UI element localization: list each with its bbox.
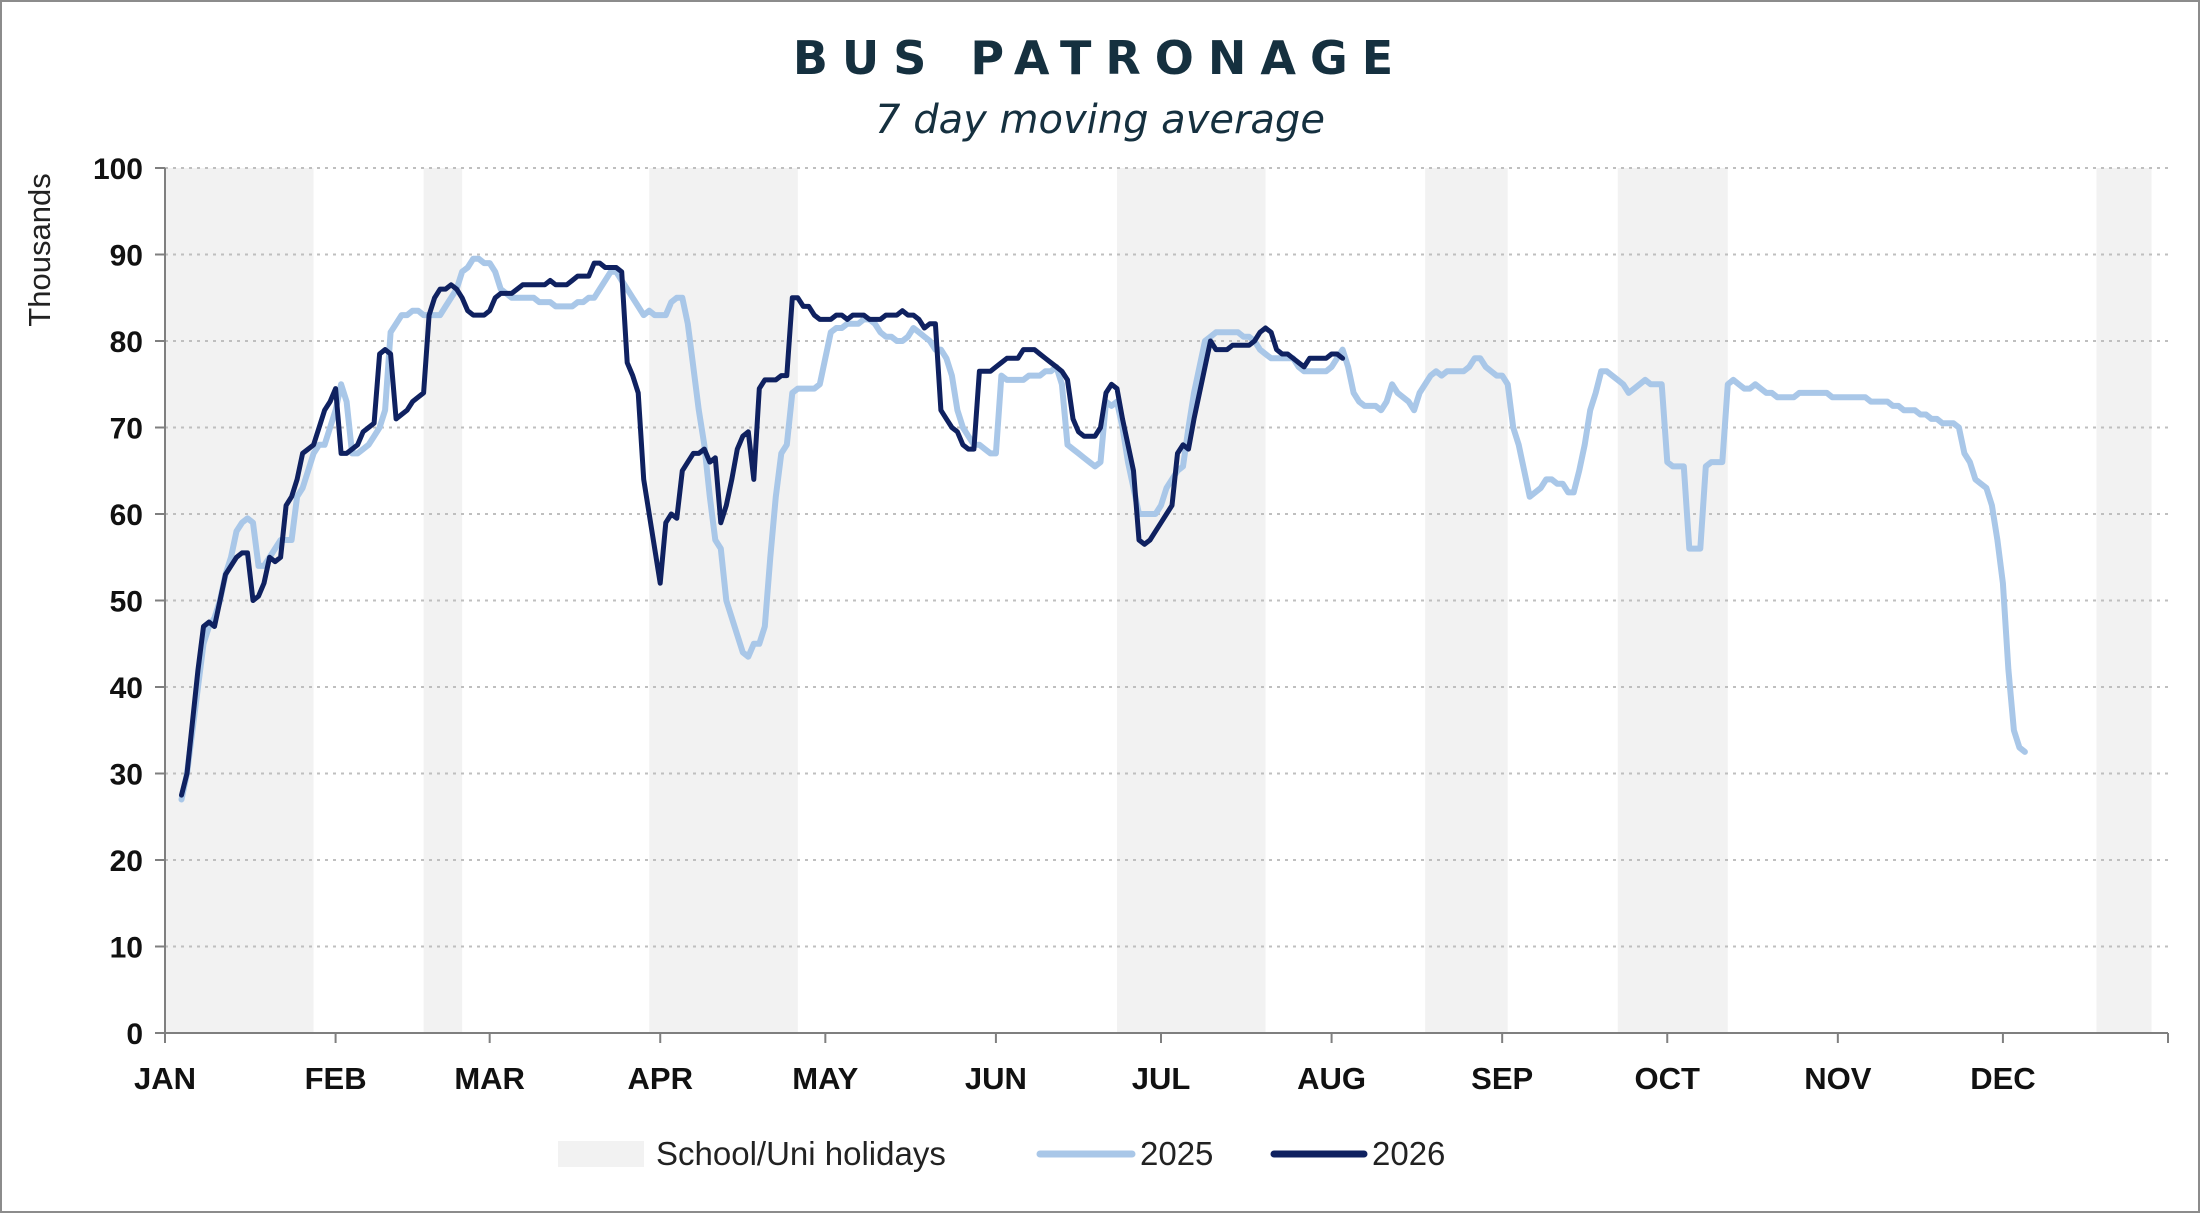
y-tick-label-100: 100 xyxy=(93,153,143,186)
series-line-2025 xyxy=(178,255,2028,803)
x-tick-label-sep: SEP xyxy=(1471,1061,1533,1096)
x-tick-label-apr: APR xyxy=(628,1061,693,1096)
x-tick-label-may: MAY xyxy=(792,1061,858,1096)
x-tick-label-jan: JAN xyxy=(134,1061,196,1096)
x-tick-label-aug: AUG xyxy=(1297,1061,1366,1096)
y-tick-label-0: 0 xyxy=(126,1018,143,1051)
y-tick-labels: 0 10 20 30 40 50 60 70 80 90 100 xyxy=(93,153,143,1051)
legend: School/Uni holidays 2025 2026 xyxy=(558,1135,1445,1172)
legend-label-2026: 2026 xyxy=(1372,1135,1445,1172)
x-tick-label-jul: JUL xyxy=(1132,1061,1191,1096)
series-lines xyxy=(178,255,2028,803)
x-tick-label-jun: JUN xyxy=(965,1061,1027,1096)
y-tick-label-50: 50 xyxy=(110,586,143,619)
y-tick-label-10: 10 xyxy=(110,932,143,965)
x-tick-label-feb: FEB xyxy=(305,1061,367,1096)
axes xyxy=(155,167,2169,1043)
chart-subtitle: 7 day moving average xyxy=(875,97,1325,143)
y-tick-label-20: 20 xyxy=(110,845,143,878)
legend-label-2025: 2025 xyxy=(1140,1135,1213,1172)
x-tick-label-nov: NOV xyxy=(1804,1061,1872,1096)
y-tick-label-80: 80 xyxy=(110,326,143,359)
y-tick-label-90: 90 xyxy=(110,240,143,273)
y-tick-label-30: 30 xyxy=(110,759,143,792)
y-tick-label-70: 70 xyxy=(110,413,143,446)
x-tick-label-oct: OCT xyxy=(1635,1061,1701,1096)
series-line-2026 xyxy=(179,260,1346,798)
y-tick-label-40: 40 xyxy=(110,672,143,705)
chart-title: BUS PATRONAGE xyxy=(793,31,1407,85)
y-tick-label-60: 60 xyxy=(110,499,143,532)
y-axis-title: Thousands xyxy=(22,173,57,326)
x-tick-label-mar: MAR xyxy=(454,1061,525,1096)
legend-label-holidays: School/Uni holidays xyxy=(656,1135,946,1172)
legend-swatch-holidays xyxy=(558,1141,644,1167)
x-tick-labels: JAN FEB MAR APR MAY JUN JUL AUG SEP OCT NOV DEC xyxy=(134,1061,2036,1096)
x-tick-label-dec: DEC xyxy=(1970,1061,2035,1096)
